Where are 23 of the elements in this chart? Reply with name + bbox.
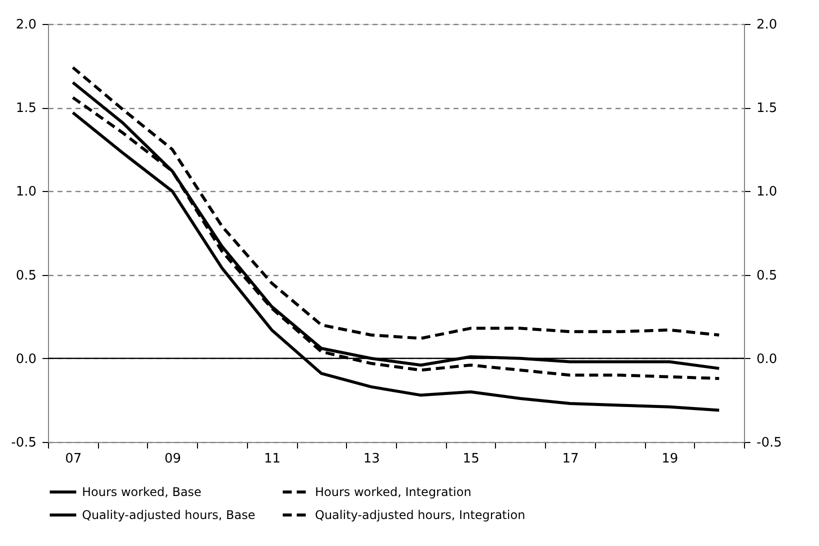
y-tick-label: 0.0	[16, 352, 36, 367]
y-tick-label: 0.5	[16, 268, 36, 284]
x-tick-label: 15	[462, 452, 480, 466]
y2-tick-label: 1.0	[756, 184, 778, 200]
legend-label: Quality-adjusted hours, Base	[82, 508, 256, 522]
x-tick-label: 11	[264, 452, 280, 466]
y-tick-label: 1.0	[16, 184, 36, 200]
y-tick-label: -0.5	[11, 436, 36, 450]
y-tick-label: 2.0	[16, 18, 36, 32]
y2-tick-label: 2.0	[756, 18, 778, 32]
legend-label: Hours worked, Integration	[315, 485, 472, 499]
y-tick-label: 1.5	[16, 101, 36, 116]
y2-tick-label: -0.5	[756, 436, 782, 450]
x-tick-label: 13	[363, 452, 380, 466]
x-tick-label: 17	[562, 452, 579, 466]
y2-tick-label: 0.5	[756, 268, 778, 284]
legend-label: Hours worked, Base	[82, 485, 202, 499]
legend-label: Quality-adjusted hours, Integration	[315, 508, 526, 522]
x-tick-label: 09	[164, 452, 182, 466]
y2-tick-label: 0.0	[756, 352, 778, 367]
x-tick-label: 07	[65, 452, 82, 466]
x-tick-label: 19	[662, 452, 678, 466]
y2-tick-label: 1.5	[756, 101, 778, 116]
